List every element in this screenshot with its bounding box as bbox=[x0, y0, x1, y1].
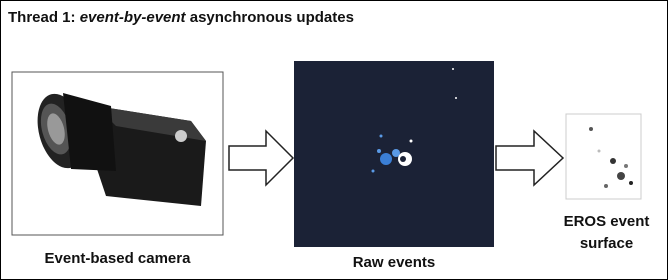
eros-surface-image bbox=[566, 114, 641, 199]
node-label: Event-based camera bbox=[12, 250, 223, 267]
node-label: EROS event surface bbox=[549, 211, 664, 255]
node-label: Raw events bbox=[294, 254, 494, 271]
diagram: Thread 1: event-by-event asynchronous up… bbox=[0, 0, 668, 280]
arrow bbox=[496, 131, 563, 185]
arrow bbox=[229, 131, 293, 185]
